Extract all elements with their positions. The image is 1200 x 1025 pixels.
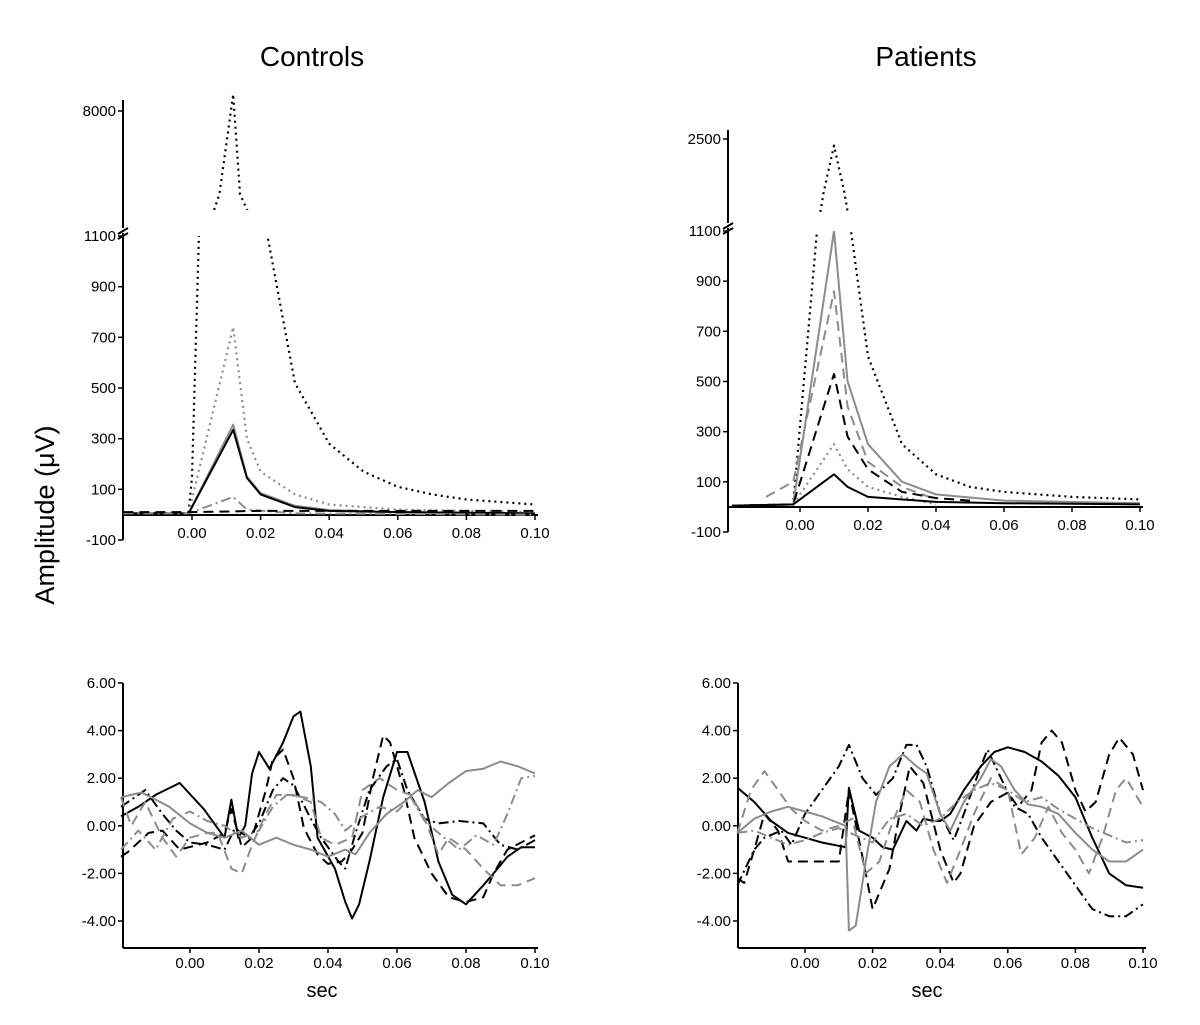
y-tick-label: 700 bbox=[696, 323, 721, 340]
title-patients: Patients bbox=[875, 41, 976, 72]
y-tick-label: 100 bbox=[696, 474, 721, 491]
title-controls: Controls bbox=[260, 41, 364, 72]
series-line-5 bbox=[120, 774, 536, 851]
y-tick-label: 900 bbox=[91, 279, 116, 296]
x-tick-label: 0.08 bbox=[1057, 517, 1086, 534]
x-tick-label: 0.02 bbox=[853, 517, 882, 534]
y-tick-label: 300 bbox=[696, 424, 721, 441]
x-axis-label-controls: sec bbox=[306, 980, 337, 1002]
y-tick-label: -4.00 bbox=[82, 913, 116, 930]
upper-y-tick-label: 2500 bbox=[688, 131, 721, 148]
x-tick-label: 0.10 bbox=[1128, 955, 1157, 972]
x-tick-label: 0.00 bbox=[790, 955, 819, 972]
series-line-2 bbox=[120, 758, 536, 870]
y-tick-label: -100 bbox=[86, 532, 116, 549]
x-tick-label: 0.08 bbox=[451, 955, 480, 972]
y-axis-label: Amplitude (μV) bbox=[30, 425, 60, 604]
x-tick-label: 0.00 bbox=[175, 955, 204, 972]
y-tick-label: -2.00 bbox=[82, 865, 116, 882]
y-tick-label: 900 bbox=[696, 273, 721, 290]
y-tick-label: 2.00 bbox=[87, 770, 116, 787]
y-tick-label: 1100 bbox=[84, 228, 116, 245]
upper-y-tick-label: 8000 bbox=[83, 103, 116, 120]
series-line-3 bbox=[731, 373, 971, 507]
series-line-0 bbox=[736, 746, 1144, 889]
x-tick-label: 0.04 bbox=[921, 517, 950, 534]
x-tick-label: 0.04 bbox=[926, 955, 955, 972]
series-line-4 bbox=[792, 443, 937, 506]
x-axis-label-patients: sec bbox=[911, 980, 942, 1002]
panel-0: 8000 1100 900 700 500 300 100 -100 0.00 0.02 0.04 0… bbox=[83, 93, 550, 549]
panel-1: 2500 1100 900 700 500 300 100 -100 0.00 0.02 0.04 0… bbox=[688, 130, 1155, 541]
series-line-2 bbox=[736, 743, 1144, 918]
x-tick-label: 0.10 bbox=[520, 525, 549, 542]
series-line-upper-0 bbox=[212, 93, 249, 210]
series-line-1 bbox=[120, 734, 536, 903]
x-tick-label: 0.08 bbox=[1061, 955, 1090, 972]
y-tick-label: -4.00 bbox=[697, 913, 731, 930]
y-tick-label: 500 bbox=[91, 380, 116, 397]
panel-3: 6.00 4.00 2.00 0.00 -2.00 -4.00 0.00 0.02 0.04 0.… bbox=[697, 675, 1158, 972]
series-line-0 bbox=[120, 710, 535, 920]
series-line-1 bbox=[731, 231, 1141, 507]
y-tick-label: 700 bbox=[91, 329, 116, 346]
series-line-2 bbox=[123, 423, 536, 515]
y-tick-label: 1100 bbox=[689, 223, 721, 240]
x-tick-label: 0.06 bbox=[989, 517, 1018, 534]
y-tick-label: 500 bbox=[696, 374, 721, 391]
series-line-4 bbox=[120, 777, 536, 887]
series-line-3 bbox=[120, 760, 536, 858]
series-line-5 bbox=[123, 509, 535, 514]
y-tick-label: 6.00 bbox=[87, 675, 116, 692]
x-tick-label: 0.04 bbox=[315, 525, 344, 542]
y-tick-label: 300 bbox=[91, 431, 116, 448]
series-line-5 bbox=[731, 473, 1141, 507]
y-tick-label: -100 bbox=[691, 524, 721, 541]
series-line-5 bbox=[737, 782, 1144, 846]
y-tick-label: 4.00 bbox=[87, 723, 116, 740]
series-line-0 bbox=[123, 236, 536, 515]
series-line-3 bbox=[736, 753, 1144, 932]
x-tick-label: 0.00 bbox=[785, 517, 814, 534]
series-line-1 bbox=[123, 326, 536, 515]
x-tick-label: 0.06 bbox=[993, 955, 1022, 972]
series-line-4 bbox=[736, 770, 1144, 884]
x-tick-label: 0.02 bbox=[858, 955, 887, 972]
x-tick-label: 0.06 bbox=[382, 955, 411, 972]
series-line-0 bbox=[731, 231, 1141, 507]
series-line-2 bbox=[765, 290, 937, 501]
series-line-4 bbox=[123, 495, 536, 516]
y-tick-label: 6.00 bbox=[702, 675, 731, 692]
series-line-3 bbox=[123, 428, 536, 515]
x-tick-label: 0.10 bbox=[1125, 517, 1154, 534]
x-tick-label: 0.04 bbox=[313, 955, 342, 972]
panel-2: 6.00 4.00 2.00 0.00 -2.00 -4.00 0.00 0.02 0.04 0.… bbox=[82, 675, 550, 972]
x-tick-label: 0.02 bbox=[244, 955, 273, 972]
x-tick-label: 0.02 bbox=[246, 525, 275, 542]
series-line-1 bbox=[736, 729, 1144, 911]
x-tick-label: 0.06 bbox=[383, 525, 412, 542]
y-tick-label: 0.00 bbox=[702, 818, 731, 835]
x-tick-label: 0.00 bbox=[177, 525, 206, 542]
y-tick-label: 0.00 bbox=[87, 818, 116, 835]
x-tick-label: 0.08 bbox=[452, 525, 481, 542]
series-line-upper-0 bbox=[819, 144, 849, 212]
y-tick-label: -2.00 bbox=[697, 865, 731, 882]
y-tick-label: 4.00 bbox=[702, 723, 731, 740]
y-tick-label: 2.00 bbox=[702, 770, 731, 787]
y-tick-label: 100 bbox=[91, 481, 116, 498]
x-tick-label: 0.10 bbox=[520, 955, 549, 972]
